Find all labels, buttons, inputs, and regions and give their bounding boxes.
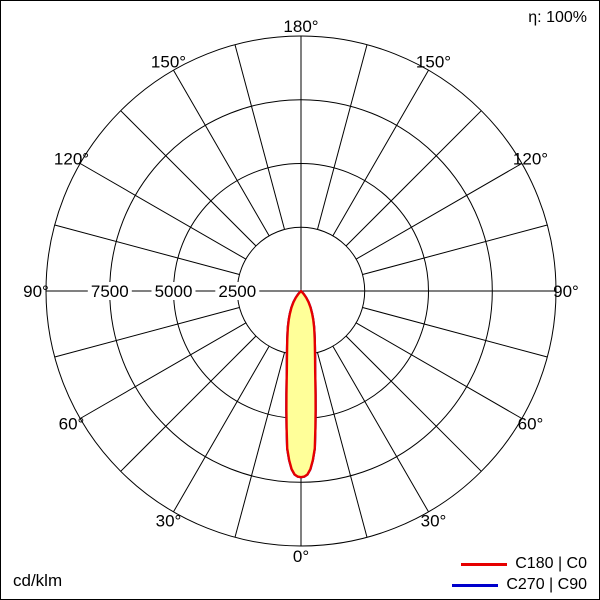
- polar-grid-spoke: [79, 322, 247, 419]
- polar-grid-spoke: [362, 224, 548, 275]
- angle-label: 150°: [416, 53, 451, 72]
- angle-label: 90°: [23, 282, 49, 301]
- polar-grid-spoke: [234, 352, 285, 538]
- legend: C180 | C0 C270 | C90: [452, 556, 587, 593]
- legend-item-c180-c0: C180 | C0: [452, 556, 587, 572]
- angle-label: 180°: [283, 17, 318, 36]
- polar-grid-spoke: [317, 44, 368, 230]
- legend-label-c270-c90: C270 | C90: [506, 576, 587, 593]
- legend-label-c180-c0: C180 | C0: [515, 555, 587, 572]
- ring-value-label-bg: [151, 282, 196, 300]
- legend-item-c270-c90: C270 | C90: [452, 577, 587, 593]
- polar-grid-spoke: [79, 163, 247, 260]
- polar-grid-spoke: [345, 335, 482, 472]
- intensity-curve-c180-c0: [285, 289, 317, 479]
- polar-grid-spoke: [317, 352, 368, 538]
- ring-value-label-bg: [215, 282, 260, 300]
- angle-label: 60°: [518, 415, 544, 434]
- ring-value-label: 2500: [218, 282, 256, 301]
- ring-value-label-bg: [87, 282, 132, 300]
- unit-label: cd/klm: [13, 571, 63, 590]
- angle-label: 30°: [156, 512, 182, 531]
- polar-grid-spoke: [355, 163, 523, 260]
- angle-label: 60°: [59, 415, 85, 434]
- angle-label: 120°: [513, 150, 548, 169]
- angle-label: 120°: [54, 150, 89, 169]
- polar-grid-spoke: [234, 44, 285, 230]
- polar-grid-spoke: [120, 335, 257, 472]
- polar-grid-spoke: [120, 110, 257, 247]
- angle-label: 0°: [293, 547, 309, 566]
- polar-grid-spoke: [173, 69, 270, 237]
- legend-line-blue: [452, 583, 499, 587]
- polar-grid-spoke: [345, 110, 482, 247]
- ring-value-label: 7500: [91, 282, 129, 301]
- polar-grid-spoke: [332, 69, 429, 237]
- polar-grid-spoke: [54, 224, 240, 275]
- polar-grid-spoke: [362, 307, 548, 358]
- angle-label: 90°: [553, 282, 579, 301]
- polar-grid-spoke: [54, 307, 240, 358]
- angle-label: 30°: [421, 512, 447, 531]
- polar-grid-spoke: [355, 322, 523, 419]
- ring-value-label: 5000: [155, 282, 193, 301]
- efficiency-label: η: 100%: [528, 9, 587, 26]
- polar-grid-spoke: [173, 345, 270, 513]
- angle-label: 150°: [151, 53, 186, 72]
- polar-grid-spoke: [332, 345, 429, 513]
- legend-line-red: [461, 562, 508, 566]
